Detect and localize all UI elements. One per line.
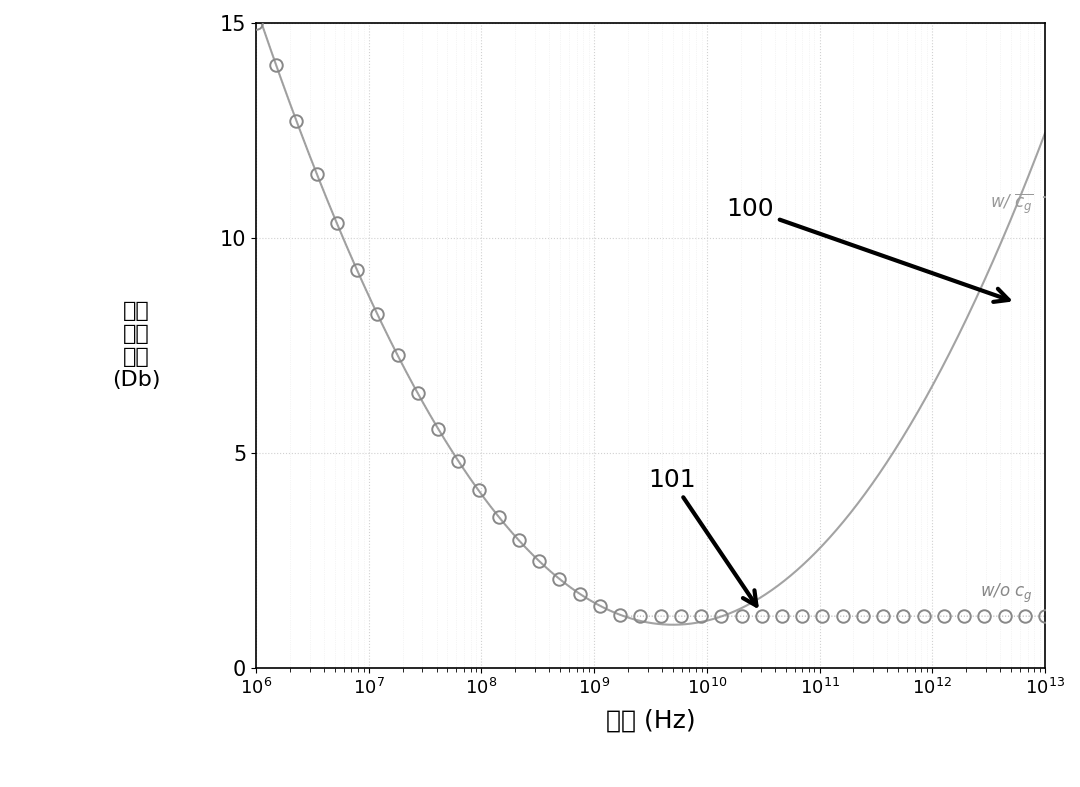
Y-axis label: 最佳
噪声
系数
(Db): 最佳 噪声 系数 (Db) — [112, 301, 161, 390]
X-axis label: 频率 (Hz): 频率 (Hz) — [606, 708, 696, 733]
Text: 101: 101 — [648, 468, 756, 606]
Text: 100: 100 — [727, 198, 1009, 302]
Text: w/o $c_g$: w/o $c_g$ — [981, 582, 1034, 605]
Text: w/ $\overline{c_g}$: w/ $\overline{c_g}$ — [989, 191, 1034, 216]
